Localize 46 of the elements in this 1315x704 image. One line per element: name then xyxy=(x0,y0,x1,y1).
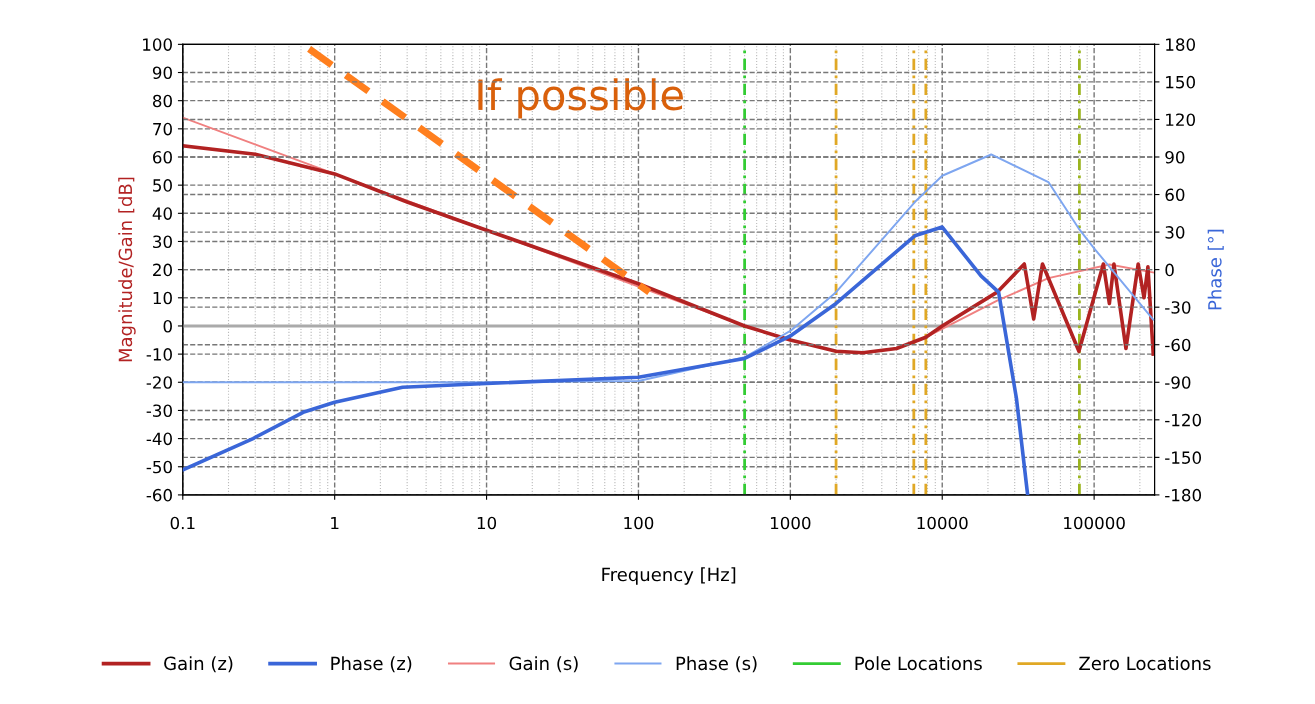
y-tick-label: -20 xyxy=(146,376,172,389)
y2-tick-label: 0 xyxy=(1165,263,1174,277)
y-tick-label: -10 xyxy=(146,348,172,361)
y-tick-label: 10 xyxy=(153,291,172,305)
y-tick-label: 20 xyxy=(153,263,172,277)
legend-label: Gain (s) xyxy=(509,656,578,673)
legend-label: Phase (z) xyxy=(331,656,412,673)
y-tick-label: -40 xyxy=(146,432,172,446)
y2-tick-label: 120 xyxy=(1166,113,1195,127)
y2-tick-label: 60 xyxy=(1165,188,1185,202)
y2-tick-label: -30 xyxy=(1165,301,1191,314)
y-tick-label: -50 xyxy=(146,460,172,474)
legend-label: Gain (z) xyxy=(164,656,233,673)
y-tick-label: 90 xyxy=(152,66,172,80)
legend-label: Zero Locations xyxy=(1079,656,1211,671)
x-tick-label: 100000 xyxy=(1064,516,1125,530)
y-tick-label: 70 xyxy=(153,122,172,136)
y-tick-label: 50 xyxy=(153,179,172,192)
legend-label: Pole Locations xyxy=(855,656,982,671)
y-tick-label: 80 xyxy=(152,94,172,108)
y-tick-label: 60 xyxy=(153,150,172,164)
y-axis-title: Magnitude/Gain [dB] xyxy=(118,177,136,362)
x-tick-label: 100 xyxy=(624,516,654,530)
y-tick-label: 30 xyxy=(153,235,172,249)
y-tick-label: -60 xyxy=(146,488,172,502)
x-axis-title: Frequency [Hz] xyxy=(602,567,736,585)
x-tick-label: 1 xyxy=(331,516,339,530)
y2-tick-label: -60 xyxy=(1165,338,1191,352)
y2-tick-label: -180 xyxy=(1165,488,1202,502)
y2-tick-label: -120 xyxy=(1165,413,1202,427)
x-tick-label: 10000 xyxy=(917,516,968,530)
x-tick-label: 10 xyxy=(477,516,497,530)
y2-tick-label: -150 xyxy=(1165,451,1202,464)
y2-axis-title: Phase [°] xyxy=(1207,229,1224,310)
y-tick-label: 0 xyxy=(163,319,172,333)
y2-tick-label: 150 xyxy=(1166,75,1195,89)
x-tick-label: 0.1 xyxy=(170,516,195,530)
y2-tick-label: 30 xyxy=(1165,226,1185,239)
y-tick-label: 100 xyxy=(143,38,172,51)
y-tick-label: -30 xyxy=(146,404,172,417)
y2-tick-label: 90 xyxy=(1165,150,1185,164)
y2-tick-label: 180 xyxy=(1166,38,1195,51)
x-tick-label: 1000 xyxy=(770,516,811,530)
y2-tick-label: -90 xyxy=(1165,376,1191,389)
y-tick-label: 40 xyxy=(152,207,172,220)
legend-label: Phase (s) xyxy=(676,656,757,673)
